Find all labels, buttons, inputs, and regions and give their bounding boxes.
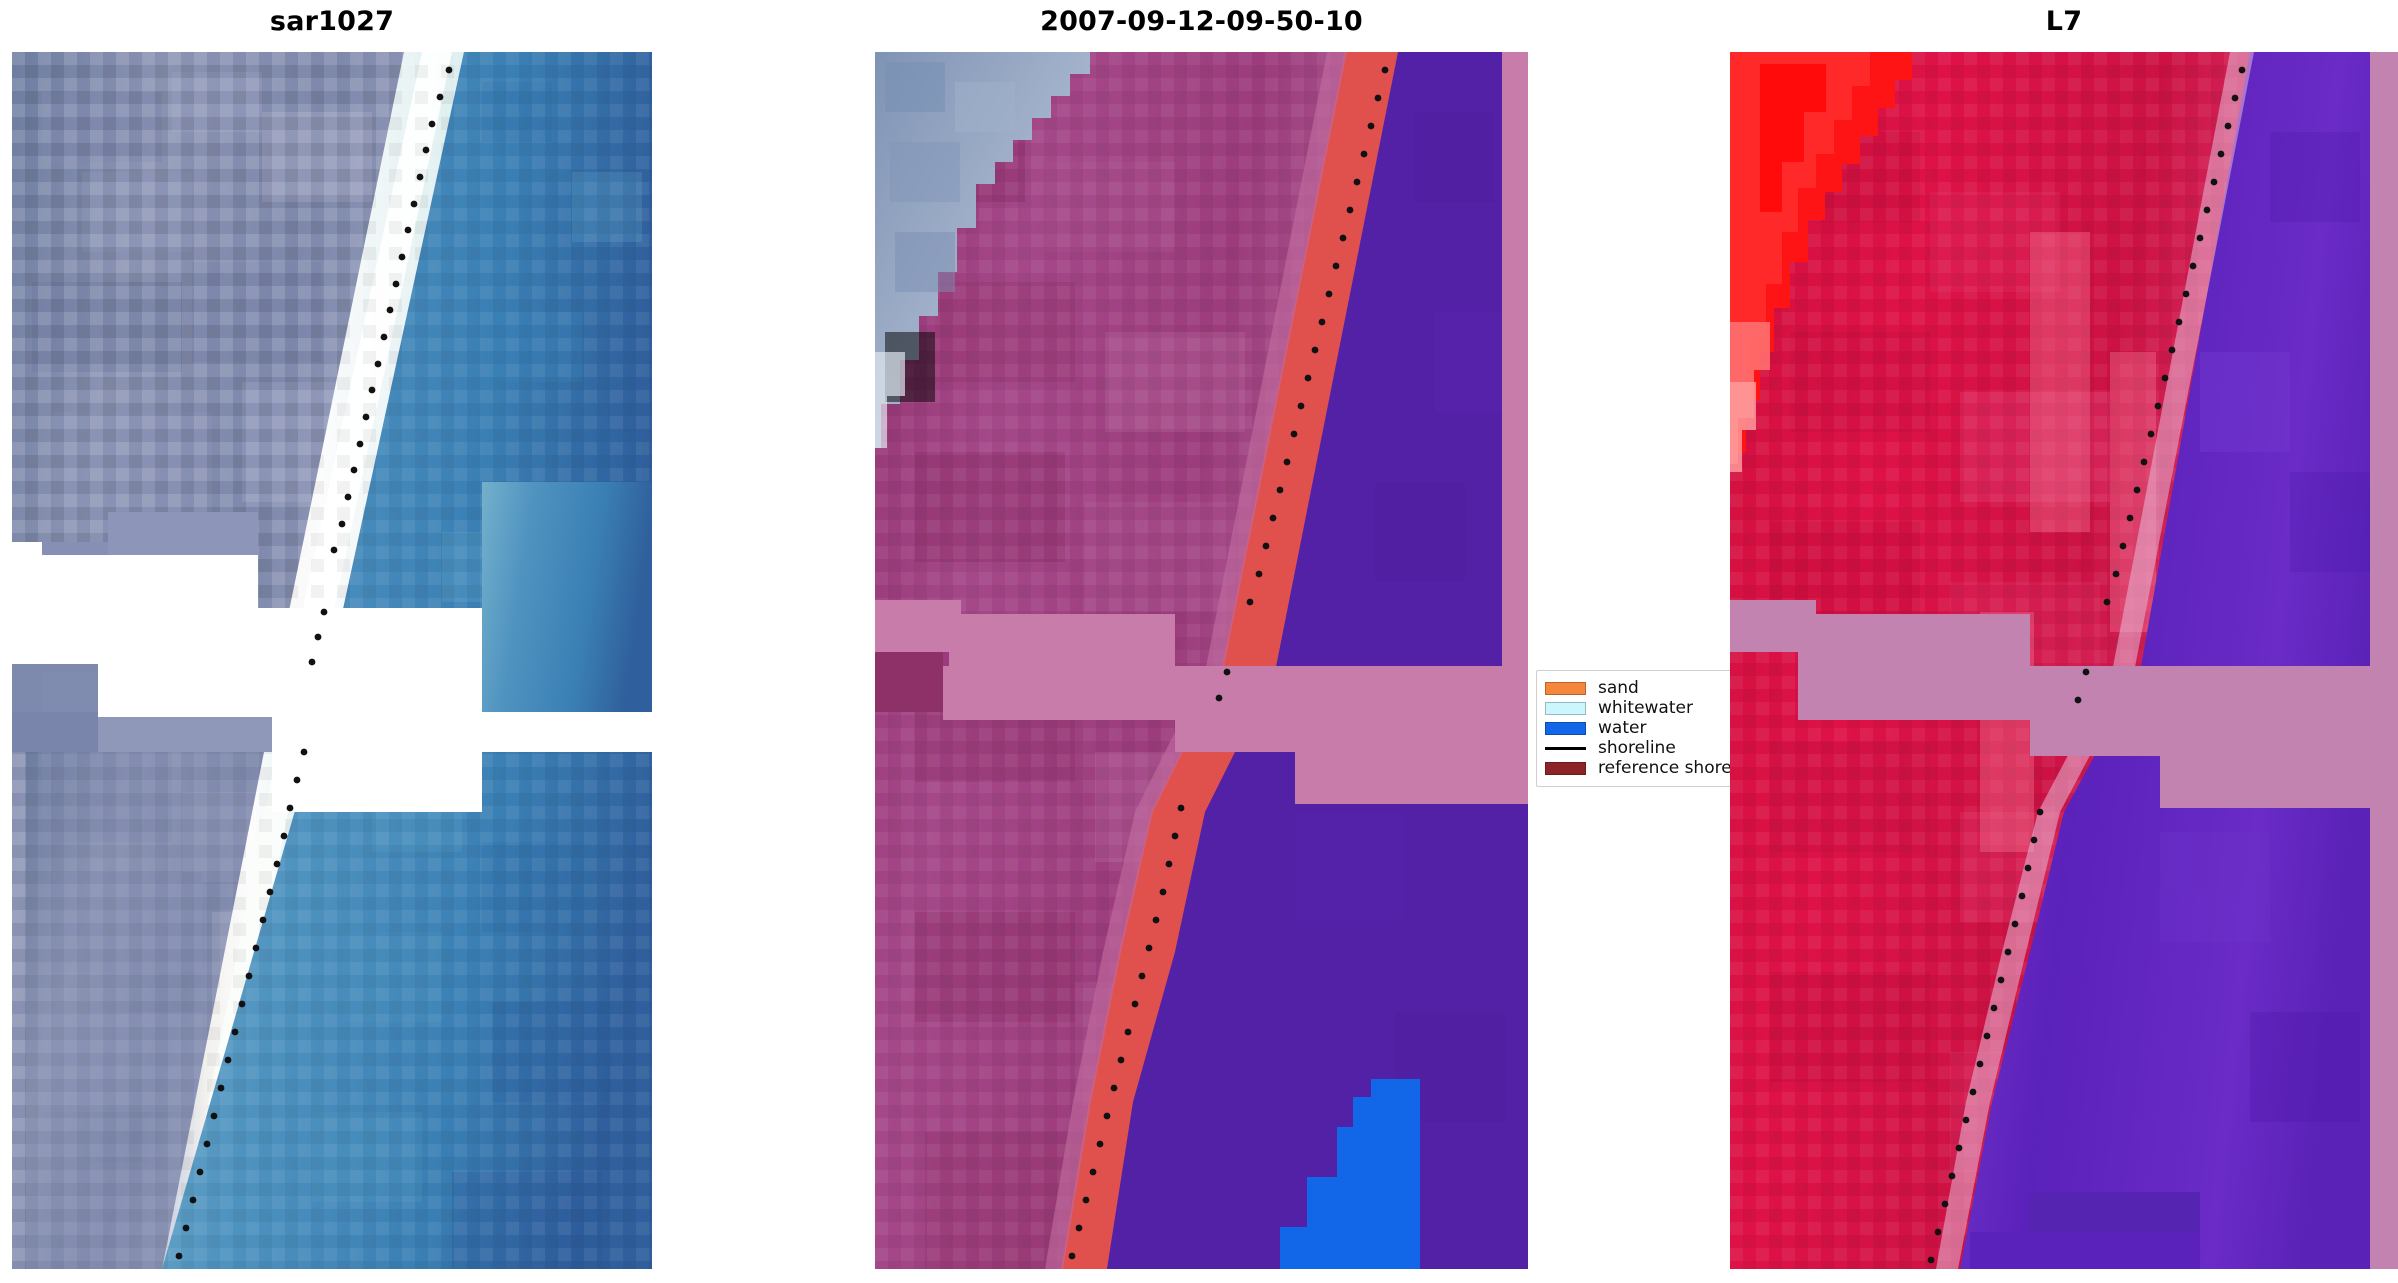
panel-classified: 2007-09-12-09-50-10 [875,0,1528,1283]
nodata-bands [875,600,1528,804]
l7-bright-blob [1730,52,1912,472]
panel-title-sar1027: sar1027 [269,6,395,37]
l7-nodata-bands [1730,600,2398,808]
overlay-lower-land [875,804,1115,1269]
legend-item-reference-shoreline: reference shoreline [1545,758,1763,778]
l7-image [1730,52,2398,1269]
legend-label-sand: sand [1598,678,1639,698]
classified-raster [875,52,1528,1269]
panel-title-classified: 2007-09-12-09-50-10 [1040,6,1363,37]
water-swatch [1545,721,1586,735]
l7-water-region [1960,52,2398,1269]
whitewater-swatch [1545,701,1586,715]
sar-raster [12,52,652,1269]
sar-band-survivors [12,482,652,752]
shoreline-dots-classified [1068,66,1389,1260]
legend-label-water: water [1598,718,1647,738]
water-class-patch [1280,1079,1420,1269]
shoreline-line-swatch [1545,746,1586,750]
water-region [1107,52,1528,1269]
shoreline-dots-l7 [1927,66,2246,1264]
panel-l7: L7 [1730,0,2398,1283]
legend-box: sand whitewater water shoreline referenc… [1536,670,1763,787]
panel-sar1027: sar1027 [12,0,652,1283]
whitewater-band [1061,52,1398,1269]
sar-image [12,52,652,1269]
sand-swatch [1545,681,1586,695]
shoreline-dots-sar [175,66,453,1260]
legend-item-whitewater: whitewater [1545,698,1730,718]
reference-shoreline-swatch [1545,761,1586,775]
l7-nodata-right-col [2370,52,2398,1269]
legend-item-shoreline: shoreline [1545,738,1730,758]
legend-item-sand: sand [1545,678,1730,698]
l7-raster [1730,52,2398,1269]
legend-item-water: water [1545,718,1730,738]
legend-label-shoreline: shoreline [1598,738,1676,758]
nodata-right-col [1502,52,1528,672]
overlay-topleft-blue [875,52,1090,448]
panel-title-l7: L7 [2045,6,2083,37]
l7-bottom-water [1970,1192,2200,1269]
legend-label-whitewater: whitewater [1598,698,1693,718]
legend-label-reference-shoreline: reference shoreline [1598,758,1763,778]
classified-image [875,52,1528,1269]
